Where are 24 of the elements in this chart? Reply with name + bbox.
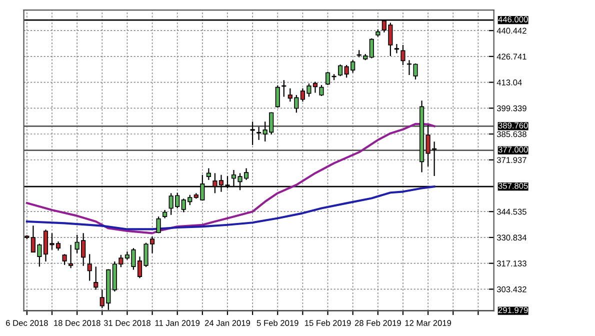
y-tick-label: 371.937 — [496, 157, 526, 163]
y-tick-label: 317.133 — [496, 260, 526, 266]
x-tick-label: 6 Dec 2018 — [6, 320, 48, 326]
y-tick-label: 330.834 — [496, 234, 527, 241]
y-tick-label: 385.638 — [496, 131, 526, 138]
x-tick-label: 5 Feb 2019 — [256, 320, 298, 326]
y-tick-label: 426.741 — [496, 54, 526, 60]
y-tick-label: 303.432 — [496, 286, 526, 292]
x-tick-label: 15 Feb 2019 — [305, 320, 351, 326]
ref-line-label: 357.805 — [498, 182, 528, 189]
ref-line-label: 377.000 — [498, 146, 528, 153]
x-tick-label: 18 Dec 2018 — [54, 320, 100, 326]
x-tick-label: 12 Mar 2019 — [405, 320, 452, 326]
x-tick-label: 24 Jan 2019 — [204, 320, 250, 326]
y-tick-label: 440.442 — [496, 28, 526, 34]
ref-line-label: 446.000 — [498, 16, 528, 22]
x-tick-label: 28 Feb 2019 — [354, 320, 401, 326]
y-tick-label: 399.339 — [496, 105, 526, 112]
y-tick-label: 413.04 — [496, 79, 522, 86]
x-tick-label: 11 Jan 2019 — [155, 320, 200, 326]
x-tick-label: 31 Dec 2018 — [104, 320, 150, 326]
ref-line-label: 291.979 — [498, 307, 528, 314]
ref-line-label: 389.760 — [498, 122, 528, 128]
y-tick-label: 344.535 — [496, 208, 526, 215]
